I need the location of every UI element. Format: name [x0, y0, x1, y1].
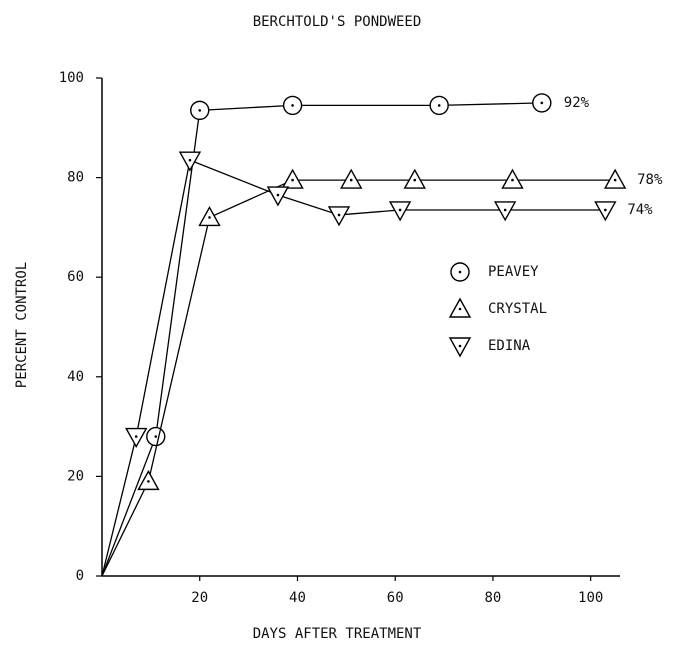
x-tick-label: 100 — [578, 590, 603, 606]
marker-dot — [540, 101, 544, 105]
y-tick-label: 0 — [76, 568, 84, 584]
marker-dot — [511, 178, 514, 182]
marker-dot — [134, 435, 138, 438]
series-line — [101, 159, 606, 577]
y-tick-label: 100 — [59, 70, 84, 86]
marker-dot — [458, 344, 462, 348]
y-tick-label: 40 — [67, 369, 84, 385]
marker — [493, 201, 517, 222]
y-tick-label: 60 — [67, 269, 84, 285]
marker-dot — [413, 178, 417, 182]
marker-dot — [398, 208, 402, 212]
legend-label: PEAVEY — [488, 264, 539, 280]
end-label: 92% — [564, 95, 590, 111]
marker — [198, 205, 221, 227]
marker — [429, 95, 449, 116]
series-line — [101, 179, 616, 577]
marker — [266, 186, 290, 207]
series-line — [101, 102, 542, 577]
legend-label: EDINA — [488, 338, 531, 354]
marker — [340, 168, 363, 189]
marker-dot — [613, 178, 617, 182]
marker-dot — [437, 104, 441, 107]
marker-dot — [458, 307, 462, 311]
marker — [190, 100, 210, 121]
marker-dot — [147, 480, 150, 483]
marker-dot — [154, 435, 158, 438]
marker — [146, 426, 166, 447]
marker — [137, 469, 160, 491]
marker — [388, 201, 412, 222]
y-tick-label: 80 — [67, 170, 84, 186]
marker-dot — [291, 104, 294, 107]
y-tick-label: 20 — [67, 468, 84, 484]
marker-dot — [503, 208, 507, 212]
x-tick-label: 60 — [387, 590, 404, 606]
marker — [403, 168, 426, 189]
x-tick-label: 20 — [191, 590, 208, 606]
marker-dot — [276, 193, 280, 197]
legend-label: CRYSTAL — [488, 301, 547, 317]
marker — [281, 168, 304, 189]
marker — [448, 297, 472, 318]
marker — [327, 206, 351, 227]
marker — [532, 93, 552, 113]
marker-dot — [188, 158, 192, 162]
marker-dot — [208, 216, 211, 219]
chart-title: BERCHTOLD'S PONDWEED — [253, 14, 422, 30]
marker-dot — [458, 270, 462, 274]
marker-dot — [349, 178, 353, 182]
marker-dot — [291, 178, 294, 182]
end-label: 74% — [627, 202, 653, 218]
marker-dot — [604, 208, 607, 212]
marker — [178, 151, 202, 172]
y-axis-label: PERCENT CONTROL — [14, 262, 30, 388]
x-tick-label: 40 — [289, 590, 306, 606]
marker — [448, 337, 472, 358]
marker — [282, 95, 303, 116]
x-tick-label: 80 — [485, 590, 502, 606]
marker — [450, 262, 470, 282]
marker-dot — [198, 109, 202, 112]
marker — [125, 427, 148, 449]
end-label: 78% — [637, 172, 663, 188]
marker — [594, 201, 617, 222]
x-axis-label: DAYS AFTER TREATMENT — [253, 626, 422, 642]
marker-dot — [337, 213, 341, 217]
marker — [603, 168, 627, 189]
marker — [501, 168, 524, 189]
